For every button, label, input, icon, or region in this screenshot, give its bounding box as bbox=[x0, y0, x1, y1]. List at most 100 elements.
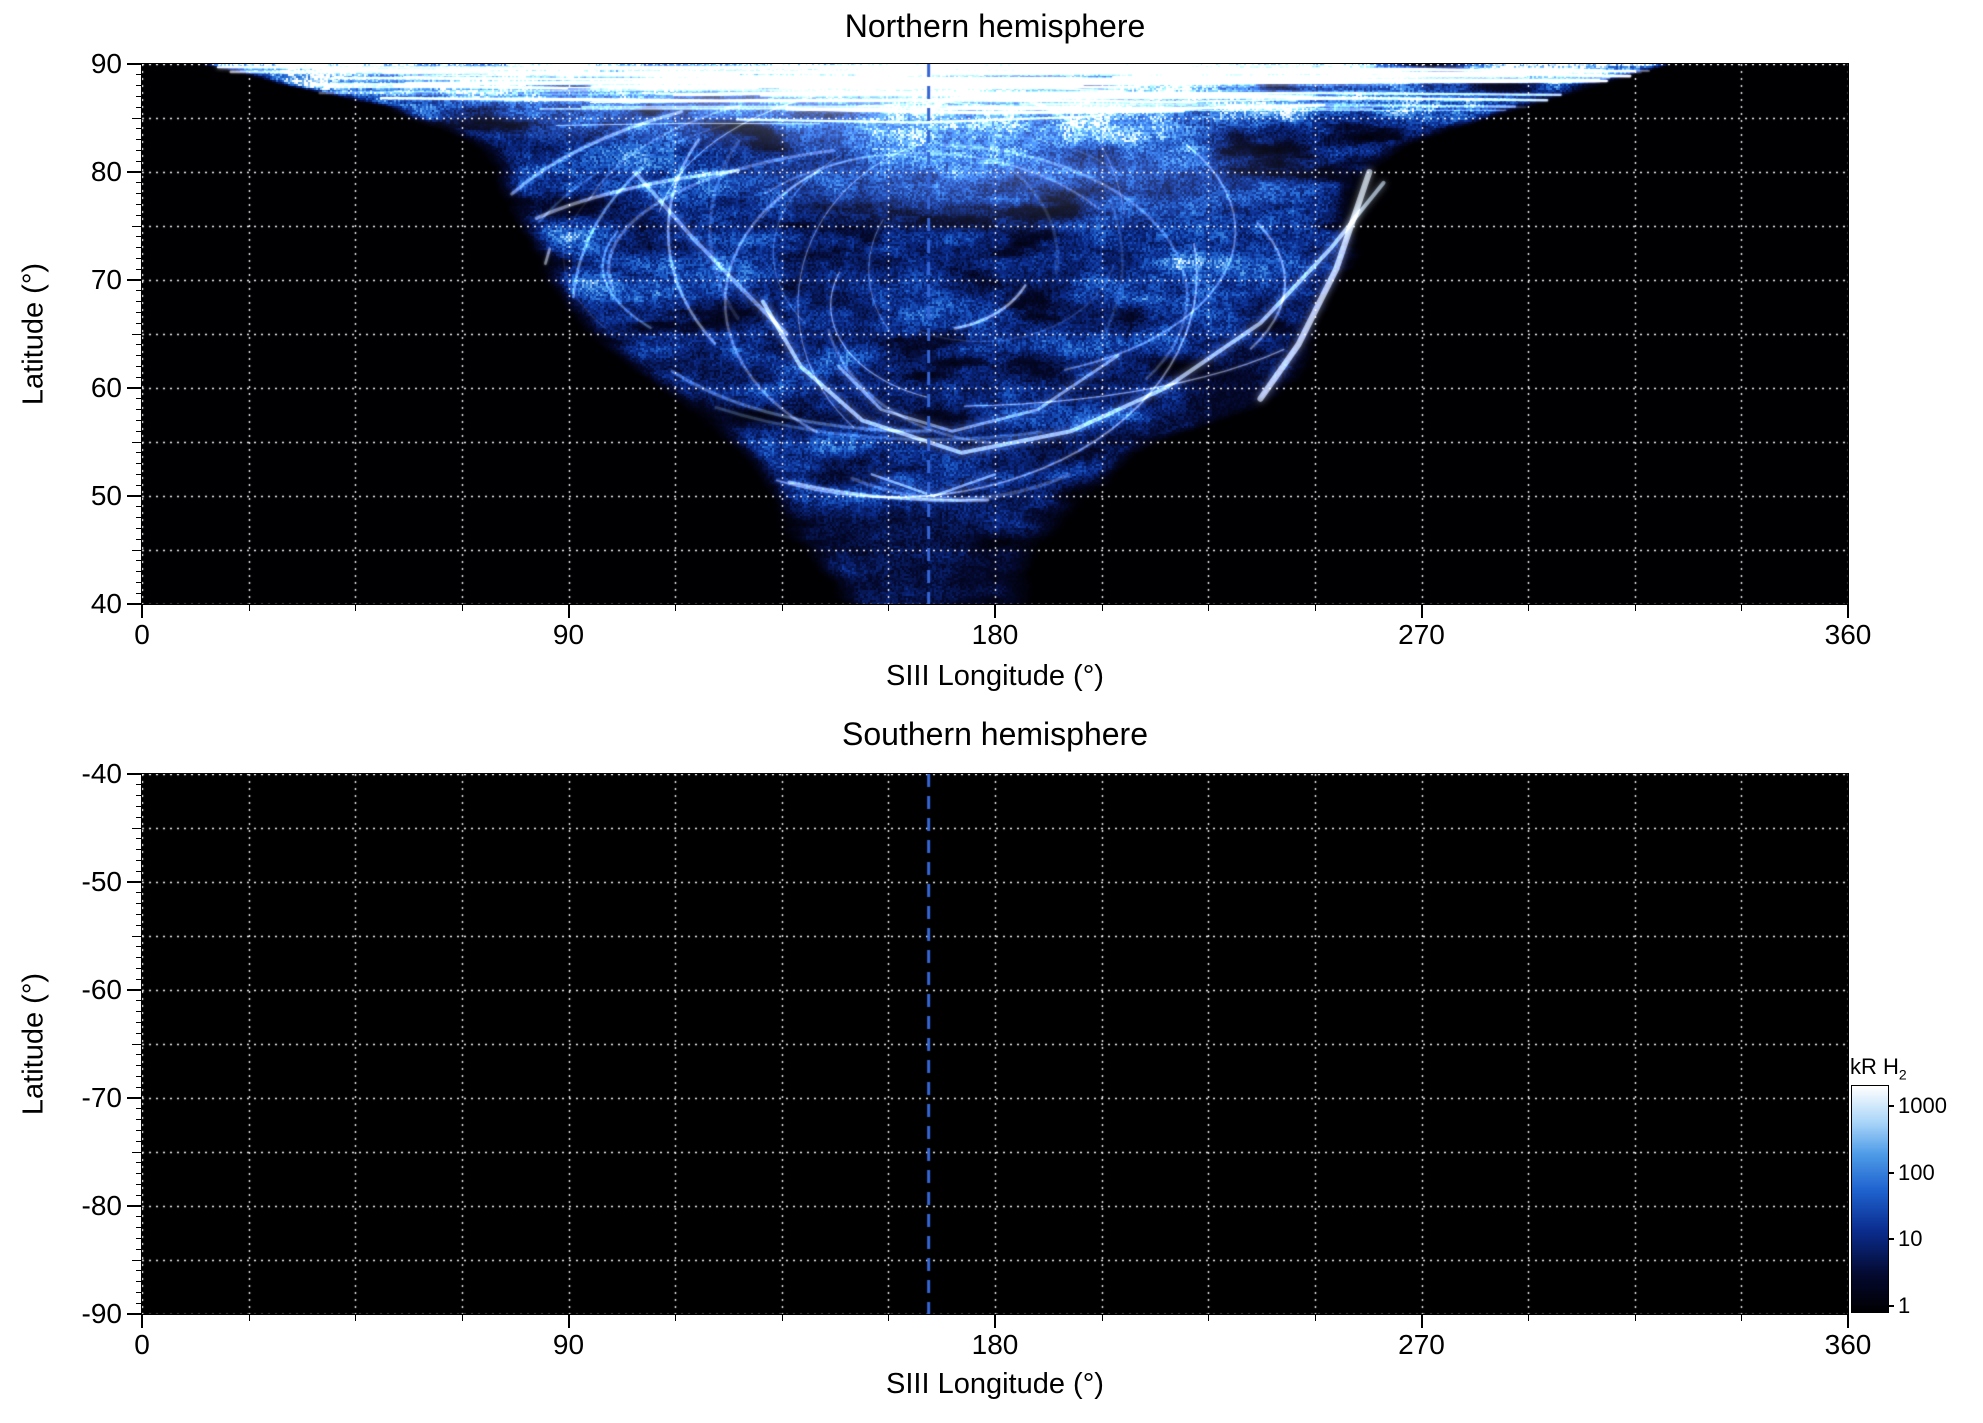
y-minor-tick bbox=[136, 301, 142, 303]
colorbar-tick bbox=[1889, 1105, 1894, 1108]
y-minor-tick bbox=[136, 1194, 142, 1196]
y-minor-tick bbox=[136, 805, 142, 807]
x-minor-tick bbox=[888, 604, 890, 611]
x-major-tick bbox=[141, 604, 143, 618]
y-minor-tick bbox=[136, 924, 142, 926]
y-major-tick bbox=[127, 1313, 142, 1315]
colorbar-tick-label: 10 bbox=[1898, 1226, 1923, 1252]
y-minor-tick bbox=[136, 85, 142, 87]
x-major-tick bbox=[141, 1314, 143, 1328]
x-major-tick bbox=[567, 1314, 570, 1328]
y-major-tick bbox=[127, 773, 142, 775]
x-tick-label: 180 bbox=[971, 1329, 1019, 1360]
y-minor-tick bbox=[136, 322, 142, 324]
y-minor-tick bbox=[136, 538, 142, 540]
y-tick-label: -50 bbox=[81, 866, 122, 897]
x-tick-label: 360 bbox=[1824, 1329, 1872, 1360]
x-minor-tick bbox=[888, 1314, 890, 1321]
x-major-tick bbox=[994, 604, 996, 618]
y-minor-tick bbox=[136, 268, 142, 270]
y-minor-tick bbox=[136, 870, 142, 872]
y-minor-tick bbox=[136, 849, 142, 851]
south-panel-title: Southern hemisphere bbox=[842, 716, 1148, 752]
y-minor-tick bbox=[132, 441, 142, 443]
y-major-tick bbox=[127, 1205, 142, 1207]
y-major-tick bbox=[127, 279, 142, 281]
x-tick-label: 360 bbox=[1824, 619, 1872, 650]
north-heatmap-canvas bbox=[141, 63, 1849, 605]
y-minor-tick bbox=[132, 225, 142, 227]
y-minor-tick bbox=[136, 1140, 142, 1142]
y-minor-tick bbox=[136, 463, 142, 465]
y-minor-tick bbox=[136, 978, 142, 980]
y-minor-tick bbox=[132, 1259, 142, 1261]
x-minor-tick bbox=[781, 604, 783, 611]
y-minor-tick bbox=[136, 193, 142, 195]
x-minor-tick bbox=[781, 1314, 783, 1321]
y-minor-tick bbox=[136, 527, 142, 529]
x-tick-label: 90 bbox=[552, 1329, 585, 1360]
y-minor-tick bbox=[136, 1216, 142, 1218]
x-minor-tick bbox=[1741, 604, 1743, 611]
y-minor-tick bbox=[136, 473, 142, 475]
north-panel-title: Northern hemisphere bbox=[844, 8, 1146, 44]
y-minor-tick bbox=[136, 1183, 142, 1185]
y-minor-tick bbox=[136, 1119, 142, 1121]
y-tick-label: -70 bbox=[81, 1082, 122, 1113]
y-minor-tick bbox=[136, 182, 142, 184]
y-minor-tick bbox=[136, 1065, 142, 1067]
y-minor-tick bbox=[136, 236, 142, 238]
y-minor-tick bbox=[136, 409, 142, 411]
y-minor-tick bbox=[136, 290, 142, 292]
y-minor-tick bbox=[136, 149, 142, 151]
y-minor-tick bbox=[136, 560, 142, 562]
colorbar-tick bbox=[1889, 1171, 1894, 1174]
y-minor-tick bbox=[136, 1032, 142, 1034]
y-minor-tick bbox=[136, 816, 142, 818]
x-minor-tick bbox=[1634, 1314, 1636, 1321]
y-minor-tick bbox=[136, 795, 142, 797]
x-tick-label: 0 bbox=[134, 1329, 150, 1360]
y-minor-tick bbox=[136, 592, 142, 594]
y-minor-tick bbox=[136, 1281, 142, 1283]
y-tick-label: -80 bbox=[81, 1190, 122, 1221]
y-minor-tick bbox=[132, 1043, 142, 1045]
south-x-axis-label: SIII Longitude (°) bbox=[886, 1368, 1104, 1400]
x-minor-tick bbox=[248, 604, 250, 611]
y-tick-label: 90 bbox=[90, 48, 122, 79]
y-minor-tick bbox=[136, 344, 142, 346]
x-minor-tick bbox=[461, 1314, 463, 1321]
x-minor-tick bbox=[1528, 1314, 1530, 1321]
x-minor-tick bbox=[1101, 1314, 1103, 1321]
y-minor-tick bbox=[132, 333, 142, 335]
y-minor-tick bbox=[136, 581, 142, 583]
y-minor-tick bbox=[136, 203, 142, 205]
y-minor-tick bbox=[132, 827, 142, 829]
y-minor-tick bbox=[136, 74, 142, 76]
x-major-tick bbox=[1420, 604, 1423, 618]
y-minor-tick bbox=[136, 946, 142, 948]
south-heatmap-canvas bbox=[141, 773, 1849, 1315]
colorbar-tick bbox=[1889, 1304, 1894, 1307]
y-minor-tick bbox=[136, 311, 142, 313]
colorbar-tick bbox=[1889, 1238, 1894, 1241]
y-minor-tick bbox=[136, 160, 142, 162]
y-minor-tick bbox=[136, 892, 142, 894]
y-minor-tick bbox=[136, 365, 142, 367]
y-minor-tick bbox=[136, 430, 142, 432]
x-minor-tick bbox=[1208, 604, 1210, 611]
y-tick-label: 70 bbox=[90, 264, 122, 295]
y-tick-label: 80 bbox=[90, 156, 122, 187]
y-minor-tick bbox=[136, 571, 142, 573]
y-minor-tick bbox=[136, 95, 142, 97]
y-tick-label: -90 bbox=[81, 1298, 122, 1329]
x-tick-label: 270 bbox=[1398, 619, 1445, 650]
x-minor-tick bbox=[1101, 604, 1103, 611]
y-minor-tick bbox=[136, 1173, 142, 1175]
x-minor-tick bbox=[1634, 604, 1636, 611]
x-minor-tick bbox=[355, 1314, 357, 1321]
y-minor-tick bbox=[136, 1302, 142, 1304]
y-major-tick bbox=[127, 63, 142, 65]
y-minor-tick bbox=[136, 1054, 142, 1056]
y-major-tick bbox=[127, 495, 142, 497]
